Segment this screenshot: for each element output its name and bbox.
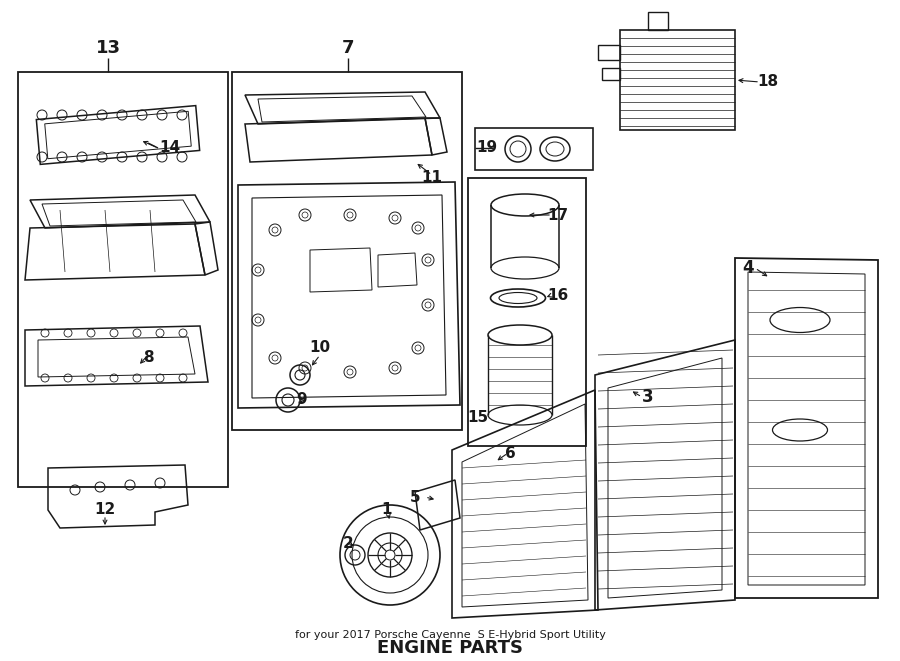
Text: 9: 9 bbox=[297, 393, 307, 407]
Text: 3: 3 bbox=[643, 388, 653, 406]
Text: 7: 7 bbox=[342, 39, 355, 57]
Text: 2: 2 bbox=[343, 535, 354, 551]
Text: 11: 11 bbox=[421, 171, 443, 186]
Text: 1: 1 bbox=[382, 502, 392, 518]
Text: 4: 4 bbox=[742, 259, 754, 277]
Text: 6: 6 bbox=[505, 446, 516, 461]
Text: 8: 8 bbox=[143, 350, 153, 366]
Text: ENGINE PARTS: ENGINE PARTS bbox=[377, 639, 523, 657]
Text: 17: 17 bbox=[547, 208, 569, 223]
Bar bbox=[475, 128, 593, 170]
Text: 10: 10 bbox=[310, 340, 330, 354]
Text: 12: 12 bbox=[94, 502, 115, 518]
Text: 14: 14 bbox=[159, 141, 181, 155]
Text: 5: 5 bbox=[410, 490, 420, 504]
Text: 18: 18 bbox=[758, 75, 778, 89]
Text: 19: 19 bbox=[476, 141, 497, 155]
Bar bbox=[620, 30, 735, 130]
Bar bbox=[232, 72, 462, 430]
Text: 16: 16 bbox=[547, 288, 569, 303]
Text: 15: 15 bbox=[467, 410, 489, 426]
Bar bbox=[468, 178, 586, 446]
Text: for your 2017 Porsche Cayenne  S E-Hybrid Sport Utility: for your 2017 Porsche Cayenne S E-Hybrid… bbox=[294, 630, 606, 640]
Text: 13: 13 bbox=[95, 39, 121, 57]
Bar bbox=[18, 72, 228, 487]
